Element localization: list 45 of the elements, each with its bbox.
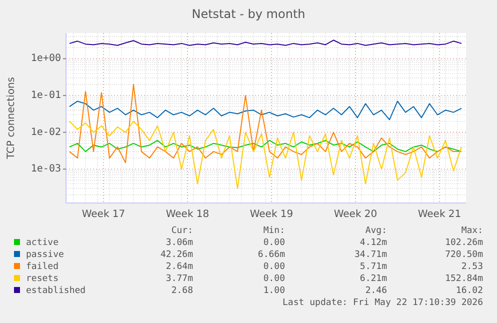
text: Min:	[263, 226, 285, 236]
y-axis-title: TCP connections	[6, 76, 17, 160]
text: Last update: Fri May 22 17:10:39 2026	[282, 298, 483, 308]
legend-label: active	[26, 238, 59, 248]
x-tick-label: Week 19	[250, 209, 294, 220]
x-tick-label: Week 20	[334, 209, 378, 220]
text: 152.84m	[445, 274, 483, 284]
text: 2.46	[365, 286, 387, 296]
text: 1.00	[263, 286, 285, 296]
text: Max:	[461, 226, 483, 236]
text: 0.00	[263, 262, 285, 272]
text: Cur:	[171, 226, 193, 236]
text: 5.71m	[360, 262, 387, 272]
line-series	[69, 140, 462, 152]
line-series	[69, 100, 462, 120]
text: 2.64m	[166, 262, 193, 272]
text: 6.21m	[360, 274, 387, 284]
text: 4.12m	[360, 238, 387, 248]
y-tick-label: 1e-02	[30, 126, 61, 138]
text: 34.71m	[354, 250, 387, 260]
text: 6.66m	[258, 250, 285, 260]
line-series	[69, 120, 462, 189]
text: 16.02	[456, 286, 483, 296]
y-tick-label: 1e+00	[30, 53, 61, 64]
text: 3.77m	[166, 274, 193, 284]
x-tick-label: Week 18	[166, 209, 210, 220]
chart-title: Netstat - by month	[192, 7, 306, 21]
y-tick-label: 1e-03	[30, 164, 61, 175]
text: 2.68	[171, 286, 193, 296]
legend-label: resets	[26, 274, 59, 284]
text: 3.06m	[166, 238, 193, 248]
text: 0.00	[263, 238, 285, 248]
text: 2.53	[461, 262, 483, 272]
text: 720.50m	[445, 250, 483, 260]
legend-label: failed	[26, 262, 59, 272]
text: 0.00	[263, 274, 285, 284]
x-tick-label: Week 17	[82, 209, 126, 220]
text: 42.26m	[160, 250, 193, 260]
text: 102.26m	[445, 238, 483, 248]
x-tick-label: Week 21	[418, 209, 462, 220]
legend-label: established	[26, 286, 86, 296]
text: Avg:	[365, 226, 387, 236]
legend-label: passive	[26, 250, 64, 260]
line-series	[69, 84, 462, 164]
y-tick-label: 1e-01	[30, 90, 61, 102]
